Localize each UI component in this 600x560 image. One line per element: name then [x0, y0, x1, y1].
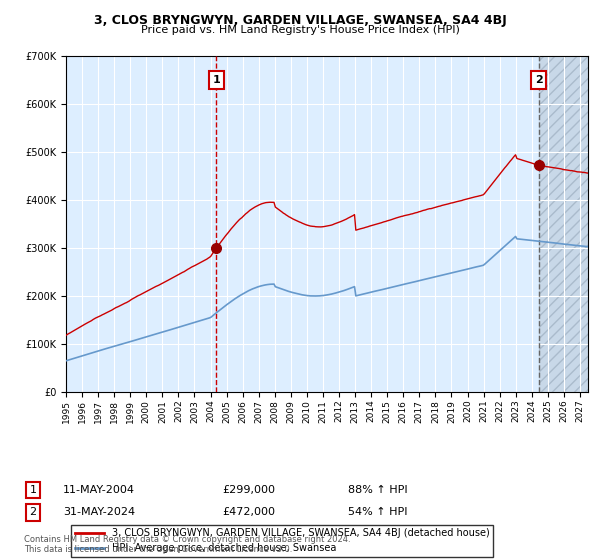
Text: £472,000: £472,000 [222, 507, 275, 517]
Text: 54% ↑ HPI: 54% ↑ HPI [348, 507, 407, 517]
Text: 1: 1 [212, 75, 220, 85]
Text: 2: 2 [29, 507, 37, 517]
Text: 3, CLOS BRYNGWYN, GARDEN VILLAGE, SWANSEA, SA4 4BJ: 3, CLOS BRYNGWYN, GARDEN VILLAGE, SWANSE… [94, 14, 506, 27]
Text: £299,000: £299,000 [222, 485, 275, 495]
Text: 31-MAY-2024: 31-MAY-2024 [63, 507, 135, 517]
Bar [539, 56, 588, 392]
Text: 11-MAY-2004: 11-MAY-2004 [63, 485, 135, 495]
Legend: 3, CLOS BRYNGWYN, GARDEN VILLAGE, SWANSEA, SA4 4BJ (detached house), HPI: Averag: 3, CLOS BRYNGWYN, GARDEN VILLAGE, SWANSE… [71, 525, 493, 557]
Text: Price paid vs. HM Land Registry's House Price Index (HPI): Price paid vs. HM Land Registry's House … [140, 25, 460, 35]
Text: 88% ↑ HPI: 88% ↑ HPI [348, 485, 407, 495]
Text: Contains HM Land Registry data © Crown copyright and database right 2024.
This d: Contains HM Land Registry data © Crown c… [24, 535, 350, 554]
Bar [539, 56, 588, 392]
Text: 1: 1 [29, 485, 37, 495]
Text: 2: 2 [535, 75, 542, 85]
